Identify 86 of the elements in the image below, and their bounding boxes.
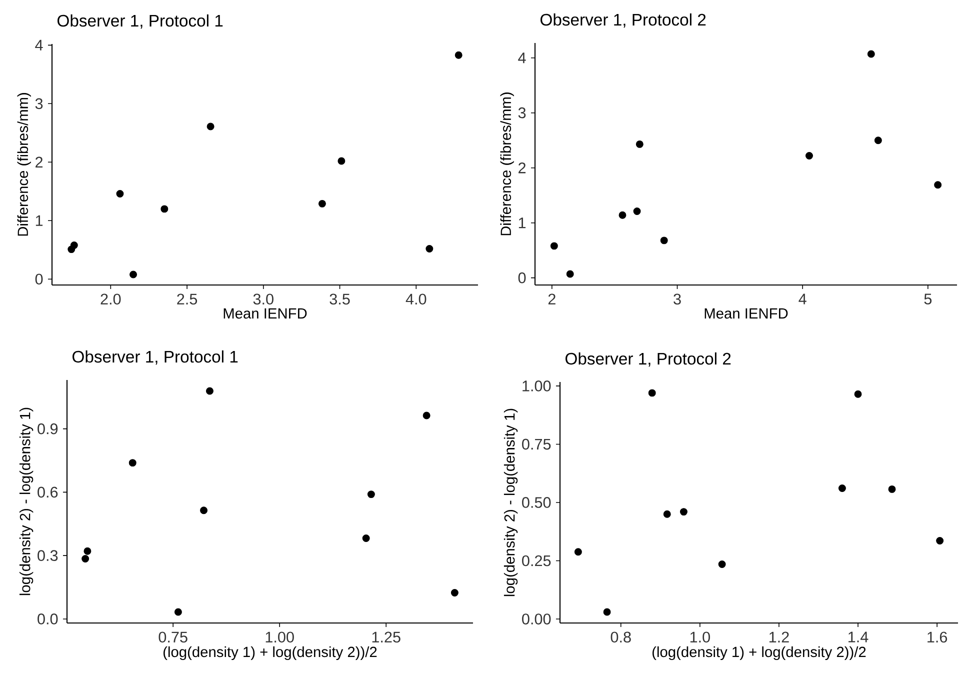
y-axis-title: Difference (fibres/mm)	[500, 92, 514, 236]
point	[806, 152, 813, 160]
point	[206, 122, 214, 130]
point	[574, 548, 582, 556]
point	[867, 50, 875, 58]
point	[663, 510, 671, 518]
x-axis-title: (log(density 1) + log(density 2))/2	[164, 646, 377, 660]
x-tick-label: 1.0	[690, 632, 710, 643]
chart-title: Observer 1, Protocol 1	[58, 14, 223, 29]
y-tick-label: 2	[518, 162, 526, 174]
y-axis-title: log(density 2) - log(density 1)	[19, 408, 34, 596]
y-tick-label: 0.50	[522, 497, 551, 508]
point	[936, 536, 944, 544]
y-axis-title: Difference (fibres/mm)	[17, 93, 31, 236]
point	[450, 589, 458, 597]
x-tick-label: 0.75	[158, 632, 188, 643]
point	[888, 485, 896, 493]
x-tick-label: 5	[924, 294, 932, 304]
x-tick-label: 0.8	[610, 632, 631, 643]
x-tick-label: 4	[798, 294, 806, 304]
point	[636, 140, 644, 148]
point	[874, 136, 882, 144]
x-tick-label: 2.5	[177, 294, 198, 305]
point	[454, 51, 462, 59]
x-tick-label: 1.2	[769, 632, 789, 642]
y-tick-label: 0	[518, 272, 526, 284]
point	[934, 181, 942, 189]
x-tick-label: 3	[674, 294, 681, 305]
point	[206, 387, 214, 395]
y-tick-label: 0.00	[522, 614, 551, 624]
y-tick-label: 3	[518, 107, 526, 118]
x-tick-label: 2.0	[100, 294, 121, 305]
point	[550, 242, 558, 250]
y-tick-label: 4	[35, 40, 43, 50]
y-tick-label: 0.25	[522, 555, 551, 566]
y-tick-label: 0.9	[38, 423, 58, 434]
x-tick-label: 1.6	[928, 632, 948, 643]
point	[160, 205, 168, 213]
chart-title: Observer 1, Protocol 2	[540, 13, 706, 28]
y-tick-label: 0.75	[522, 438, 551, 450]
x-tick-label: 1.00	[266, 632, 294, 643]
point	[70, 241, 78, 249]
point	[838, 484, 846, 492]
point	[854, 390, 862, 398]
y-tick-label: 3	[35, 98, 43, 110]
x-tick-label: 1.25	[372, 632, 400, 643]
point	[618, 211, 626, 219]
point	[603, 608, 611, 616]
point	[130, 270, 137, 278]
y-tick-label: 1	[518, 218, 526, 228]
point	[128, 459, 136, 467]
point	[174, 608, 182, 616]
point	[648, 389, 656, 397]
x-tick-label: 1.4	[848, 632, 868, 642]
point	[718, 560, 726, 568]
point	[362, 534, 370, 542]
x-tick-label: 3.0	[253, 294, 274, 305]
point	[338, 157, 346, 165]
point	[318, 200, 326, 208]
y-tick-label: 0.0	[38, 614, 58, 624]
point	[426, 244, 434, 252]
point	[200, 506, 208, 514]
point	[633, 208, 641, 216]
point	[367, 490, 375, 498]
y-tick-label: 2	[36, 156, 43, 168]
y-tick-label: 1.00	[522, 380, 551, 392]
chart-title: Observer 1, Protocol 1	[72, 350, 238, 365]
y-tick-label: 0.3	[38, 550, 58, 562]
point	[116, 190, 124, 198]
point	[82, 555, 90, 562]
x-tick-label: 3.5	[330, 294, 350, 305]
x-axis-title: Mean IENFD	[224, 308, 307, 319]
point	[422, 412, 430, 420]
x-axis-title: Mean IENFD	[704, 308, 788, 319]
y-axis-title: log(density 2) - log(density 1)	[504, 408, 518, 596]
y-tick-label: 1	[36, 215, 43, 226]
x-tick-label: 4.0	[406, 294, 426, 305]
y-tick-label: 0.6	[38, 486, 58, 498]
point	[84, 547, 92, 555]
point	[566, 270, 574, 278]
point	[660, 236, 668, 244]
chart-title: Observer 1, Protocol 2	[566, 352, 731, 367]
point	[680, 508, 688, 516]
x-axis-title: (log(density 1) + log(density 2))/2	[652, 646, 866, 660]
y-tick-label: 0	[35, 274, 43, 285]
y-tick-label: 4	[518, 52, 526, 64]
